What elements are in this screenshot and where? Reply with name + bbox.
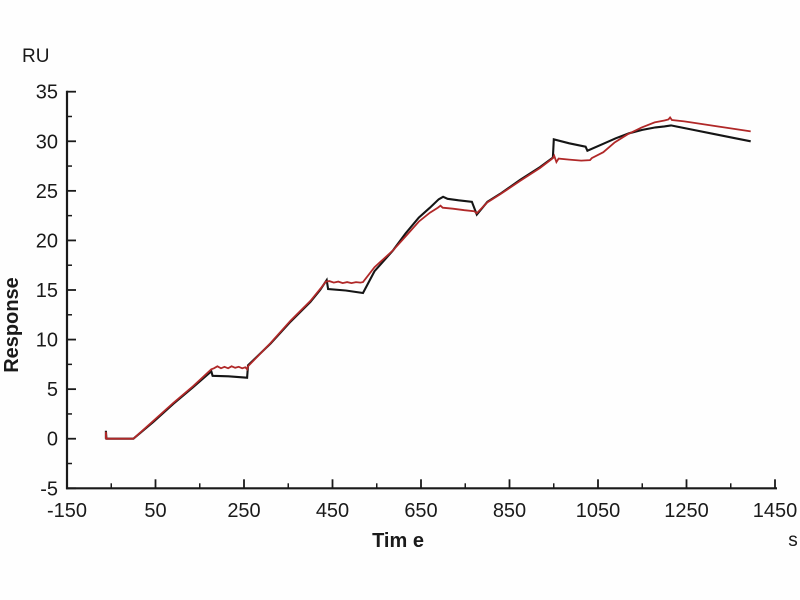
x-axis-title: Tim e	[372, 530, 424, 552]
axes-layer	[65, 90, 777, 490]
y-tick-label-15: 15	[36, 280, 58, 302]
x-tick-label-50: 50	[144, 500, 166, 522]
y-tick-label--5: -5	[40, 478, 58, 500]
y-tick-label-35: 35	[36, 82, 58, 104]
y-axis-title: Response	[1, 277, 23, 373]
x-tick-label-1250: 1250	[664, 500, 709, 522]
x-tick-label-1050: 1050	[576, 500, 621, 522]
y-tick-label-5: 5	[47, 379, 58, 401]
x-tick-label-850: 850	[493, 500, 526, 522]
y-tick-label-10: 10	[36, 330, 58, 352]
x-unit-label: s	[788, 530, 798, 551]
x-tick-label-250: 250	[227, 500, 260, 522]
fitted-curve-black	[104, 124, 751, 440]
x-tick-label--150: -150	[47, 500, 87, 522]
y-tick-label-0: 0	[47, 429, 58, 451]
measured-curve-red	[105, 116, 751, 440]
y-tick-label-25: 25	[36, 181, 58, 203]
y-unit-label: RU	[22, 46, 49, 67]
x-tick-label-1450: 1450	[753, 500, 798, 522]
x-tick-label-450: 450	[316, 500, 349, 522]
y-tick-label-30: 30	[36, 131, 58, 153]
series-layer	[104, 116, 751, 440]
x-tick-label-650: 650	[404, 500, 437, 522]
y-tick-label-20: 20	[36, 230, 58, 252]
tick-label-layer: -150 50 250 450 650 850 1050 1250 1450 -5 0 5 10 15 20…	[36, 82, 798, 522]
